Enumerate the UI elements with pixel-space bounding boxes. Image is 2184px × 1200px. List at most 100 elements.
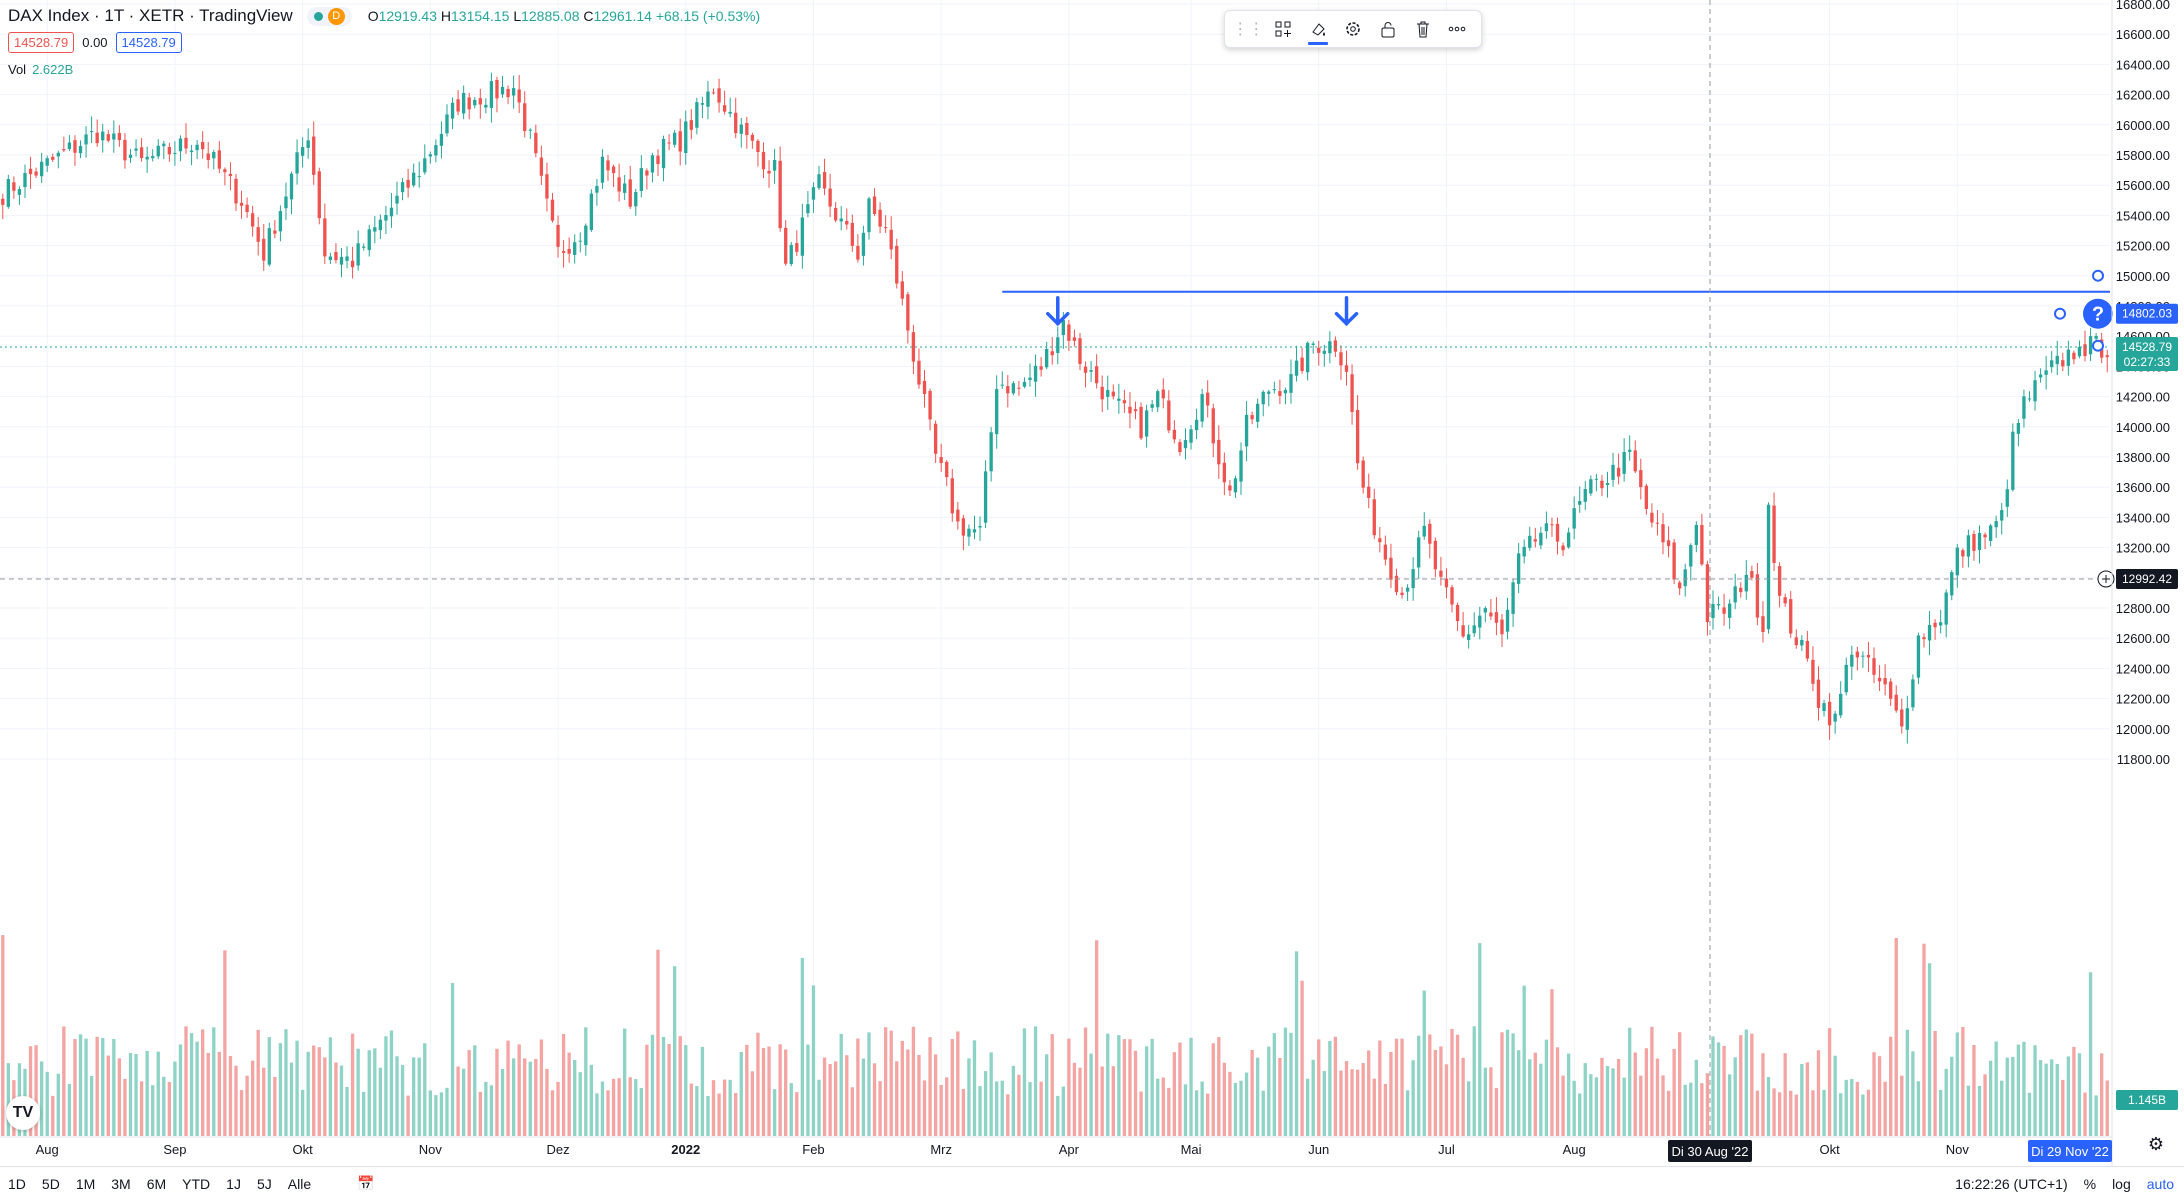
- volume-bar: [101, 1037, 105, 1136]
- volume-bar: [256, 1029, 260, 1136]
- percent-toggle[interactable]: %: [2083, 1175, 2097, 1192]
- candle-body: [1033, 365, 1038, 382]
- candle-body: [439, 133, 444, 146]
- volume-bar: [1733, 1057, 1737, 1136]
- volume-last-tag-bg: [2116, 1090, 2178, 1110]
- sell-button[interactable]: 14528.79: [8, 32, 75, 53]
- candle-body: [1489, 612, 1493, 617]
- time-axis[interactable]: Aug Sep Okt Nov Dez 2022 Feb Mrz Apr Mai Jun Jul Aug…: [0, 0, 2113, 1166]
- drag-handle-icon[interactable]: ⋮⋮: [1232, 21, 1265, 38]
- volume-bar: [234, 1065, 238, 1136]
- candle-body: [895, 245, 899, 284]
- candlesticks: [1, 72, 2109, 744]
- volume-bar: [1761, 1053, 1765, 1136]
- volume-bar: [1211, 1043, 1215, 1136]
- help-question-icon[interactable]: ?: [2083, 298, 2113, 329]
- drawing-handle[interactable]: [2054, 307, 2066, 320]
- timeframe-6m[interactable]: 6M: [146, 1175, 167, 1192]
- down-arrow-icon[interactable]: [1334, 295, 1359, 327]
- volume-bar: [106, 1055, 110, 1136]
- volume-bar: [1167, 1087, 1171, 1136]
- settings-gear-icon[interactable]: [1339, 15, 1367, 43]
- volume-bar: [1405, 1090, 1410, 1136]
- volume-bar: [1555, 1047, 1560, 1136]
- volume-bar: [2066, 1056, 2071, 1136]
- candle-body: [2094, 335, 2098, 339]
- timeframe-1j[interactable]: 1J: [226, 1175, 241, 1192]
- candle-body: [595, 186, 599, 193]
- timeframe-5j[interactable]: 5J: [256, 1175, 272, 1192]
- timeframe-alle[interactable]: Alle: [287, 1175, 312, 1192]
- candle-body: [817, 174, 821, 188]
- volume-bar: [1394, 1038, 1399, 1136]
- candle-body: [1200, 394, 1204, 422]
- last-price-tag: 14528.79: [2122, 340, 2172, 354]
- volume-bar: [412, 1057, 416, 1136]
- price-tick-label: 16800.00: [2116, 0, 2170, 12]
- volume-bar: [1439, 1046, 1443, 1136]
- volume-bar: [945, 1077, 949, 1136]
- candle-body: [123, 139, 127, 161]
- candle-body: [756, 140, 760, 153]
- volume-bar: [539, 1039, 544, 1136]
- lock-icon[interactable]: [1374, 15, 1402, 43]
- candle-body: [478, 98, 482, 105]
- volume-label: Vol: [8, 62, 27, 77]
- candle-body: [134, 148, 138, 151]
- drawing-handle[interactable]: [2092, 339, 2104, 352]
- candle-body: [2105, 355, 2109, 358]
- volume-bar: [278, 1043, 283, 1136]
- volume-bar: [1883, 1081, 1887, 1136]
- low-value: 12885.08: [521, 8, 580, 24]
- buy-button[interactable]: 14528.79: [115, 32, 182, 53]
- candle-body: [1528, 535, 1532, 548]
- timeframe-3m[interactable]: 3M: [111, 1175, 131, 1192]
- volume-bar: [933, 1054, 938, 1136]
- trash-icon[interactable]: [1409, 15, 1437, 43]
- volume-bar: [495, 1048, 499, 1136]
- drawing-handle[interactable]: [2092, 269, 2104, 282]
- timeframe-1m[interactable]: 1M: [75, 1175, 96, 1192]
- volume-bar: [967, 1058, 971, 1136]
- tradingview-logo-icon[interactable]: TV: [6, 1096, 40, 1130]
- symbol-title[interactable]: DAX Index · 1T · XETR · TradingView: [8, 6, 293, 25]
- volume-bar: [300, 1089, 305, 1136]
- volume-bar: [2005, 1057, 2009, 1136]
- timeframe-ytd[interactable]: YTD: [182, 1175, 211, 1192]
- volume-bar: [1950, 1056, 1954, 1136]
- timeframe-5d[interactable]: 5D: [41, 1175, 60, 1192]
- candle-body: [1777, 566, 1782, 596]
- candle-body: [1100, 386, 1104, 400]
- more-options-icon[interactable]: [1443, 15, 1471, 43]
- volume-bar: [678, 1036, 682, 1136]
- date-range-icon[interactable]: 📅: [357, 1175, 375, 1191]
- candle-body: [245, 204, 249, 213]
- volume-bar: [1272, 1033, 1276, 1136]
- volume-bar: [1961, 1026, 1965, 1136]
- market-status-pill[interactable]: D: [306, 6, 352, 26]
- object-tree-icon[interactable]: [1269, 15, 1297, 43]
- price-axis[interactable]: 16800.00 16600.00 16400.00 16200.00 16000.00…: [2097, 0, 2178, 1110]
- candle-body: [689, 120, 693, 130]
- auto-toggle[interactable]: auto: [2146, 1175, 2174, 1192]
- volume-bar: [1344, 1061, 1349, 1136]
- resistance-price-tag: 14802.03: [2122, 307, 2172, 321]
- down-arrow-icon[interactable]: [1046, 295, 1070, 327]
- candle-body: [1333, 340, 1338, 352]
- fill-color-icon[interactable]: [1304, 15, 1332, 45]
- candle-body: [1966, 535, 1971, 557]
- volume-bar: [1144, 1046, 1149, 1136]
- volume-bar: [1133, 1050, 1138, 1136]
- candle-body: [861, 232, 866, 256]
- price-tick-label: 12800.00: [2116, 601, 2170, 616]
- candle-body: [1183, 440, 1188, 449]
- chart-settings-icon[interactable]: ⚙: [2147, 1134, 2164, 1154]
- timeframe-1d[interactable]: 1D: [8, 1175, 26, 1192]
- volume-bar: [2033, 1045, 2037, 1136]
- candle-body: [384, 215, 388, 221]
- volume-bar: [250, 1060, 255, 1136]
- clock-time[interactable]: 16:22:26 (UTC+1): [1955, 1175, 2068, 1192]
- volume-bar: [561, 1033, 566, 1136]
- log-toggle[interactable]: log: [2112, 1175, 2131, 1192]
